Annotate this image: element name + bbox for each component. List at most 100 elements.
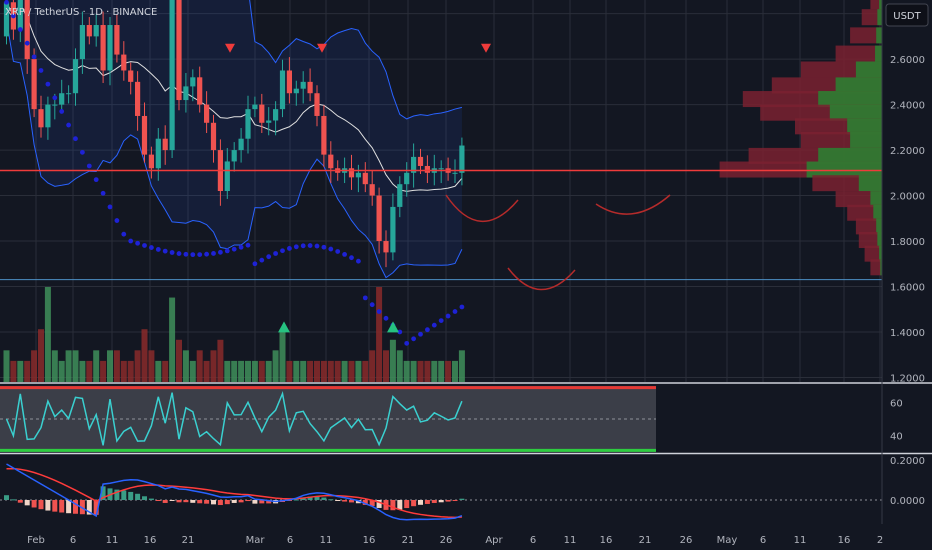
- candle-body: [252, 104, 258, 110]
- volume-profile-buy: [877, 9, 882, 26]
- date-tick-label: 2: [877, 535, 883, 546]
- volume-bar: [307, 360, 314, 382]
- sar-dot: [218, 249, 223, 255]
- horizontal-lines[interactable]: [0, 169, 882, 281]
- sar-dot: [73, 136, 78, 142]
- candlesticks[interactable]: [3, 0, 465, 268]
- date-tick-label: 21: [402, 535, 415, 546]
- macd-histogram-bar: [24, 500, 30, 506]
- volume-bar: [182, 350, 189, 382]
- sar-dot: [314, 243, 320, 249]
- candle-body: [293, 88, 299, 94]
- volume-profile-buy: [835, 77, 882, 94]
- macd-histogram-bar: [404, 500, 410, 509]
- volume-bar: [72, 350, 79, 382]
- date-tick-label: 21: [182, 535, 195, 546]
- sar-dot: [183, 251, 189, 257]
- volume-bar: [258, 360, 265, 382]
- macd-histogram-bar: [362, 500, 368, 505]
- macd-histogram-bar: [176, 500, 182, 503]
- volume-bar: [238, 360, 245, 382]
- volume-profile-buy: [873, 204, 882, 221]
- sar-dot: [38, 68, 44, 73]
- sar-dot: [190, 252, 196, 258]
- date-tick-label: 26: [440, 535, 453, 546]
- volume-bar: [189, 360, 196, 382]
- candle-body: [114, 25, 120, 55]
- candle-body: [72, 59, 79, 94]
- macd-histogram-bar: [452, 500, 458, 501]
- price-tick-label: 1.6000: [890, 283, 925, 294]
- volume-bar: [251, 360, 258, 382]
- candle-body: [17, 0, 23, 30]
- candle-body: [24, 0, 30, 60]
- volume-bar: [431, 360, 438, 382]
- currency-badge[interactable]: USDT: [885, 3, 929, 27]
- price-tick-label: 1.4000: [890, 328, 925, 339]
- sar-dot: [307, 243, 313, 248]
- volume-bar: [389, 339, 396, 382]
- date-tick-label: 6: [70, 535, 76, 546]
- date-tick-label: 11: [320, 535, 333, 546]
- sar-dot: [31, 54, 37, 60]
- macd-histogram-bar: [135, 493, 141, 500]
- volume-bar: [314, 360, 320, 382]
- date-tick-label: 21: [639, 535, 652, 546]
- volume-bar: [65, 350, 72, 382]
- macd-histogram-bar: [335, 500, 341, 501]
- macd-histogram-bar: [445, 500, 451, 502]
- macd-tick-label: 0.2000: [890, 456, 925, 467]
- candle-body: [321, 115, 327, 155]
- volume-bar: [410, 360, 417, 382]
- volume-bar: [196, 350, 203, 382]
- volume-bar: [341, 360, 348, 382]
- volume-profile-sell: [864, 245, 882, 262]
- volume-bar: [355, 360, 362, 382]
- macd-histogram-bar: [121, 490, 127, 500]
- date-tick-label: May: [717, 535, 738, 546]
- macd-histogram-bar: [355, 500, 361, 504]
- volume-bar: [293, 360, 300, 382]
- macd-histogram-bar: [162, 500, 168, 503]
- volume-profile: [719, 0, 882, 276]
- date-tick-label: 6: [760, 535, 766, 546]
- macd-histogram-bar: [17, 500, 23, 503]
- macd-histogram-bar: [148, 498, 154, 500]
- macd-histogram-bar: [231, 500, 237, 503]
- volume-bar: [38, 329, 44, 382]
- volume-profile-sell: [861, 9, 882, 26]
- price-tick-label: 2.0000: [890, 192, 925, 203]
- candle-body: [245, 109, 251, 139]
- sell-signal-icon: [225, 43, 235, 53]
- macd-histogram-bar: [321, 497, 327, 500]
- macd-histogram-bar: [245, 500, 251, 502]
- macd-signal-line: [6, 467, 462, 519]
- candle-body: [238, 138, 244, 151]
- volume-bar: [224, 360, 231, 382]
- macd-histogram-bar: [169, 500, 175, 501]
- macd-histogram-bar: [52, 500, 58, 512]
- macd-histogram-bar: [252, 500, 258, 504]
- macd-histogram-bar: [79, 500, 85, 515]
- volume-bar: [176, 339, 182, 382]
- volume-bar: [265, 360, 272, 382]
- volume-bar: [210, 350, 217, 382]
- sar-dot: [121, 231, 127, 237]
- volume-profile-sell: [870, 259, 882, 276]
- macd-histogram-bar: [224, 500, 230, 505]
- volume-profile-buy: [875, 45, 882, 62]
- sar-dot: [86, 163, 92, 169]
- volume-bars: [3, 287, 465, 382]
- macd-histogram-bar: [190, 500, 196, 503]
- candle-body: [52, 104, 58, 106]
- candle-body: [141, 115, 148, 155]
- volume-profile-sell: [835, 45, 882, 62]
- volume-bar: [424, 360, 431, 382]
- sar-dot: [107, 204, 113, 210]
- macd-histogram-bar: [259, 500, 265, 504]
- sar-dot: [135, 240, 141, 246]
- candle-body: [66, 93, 72, 95]
- macd-histogram-bar: [73, 500, 78, 514]
- sar-dot: [17, 27, 23, 32]
